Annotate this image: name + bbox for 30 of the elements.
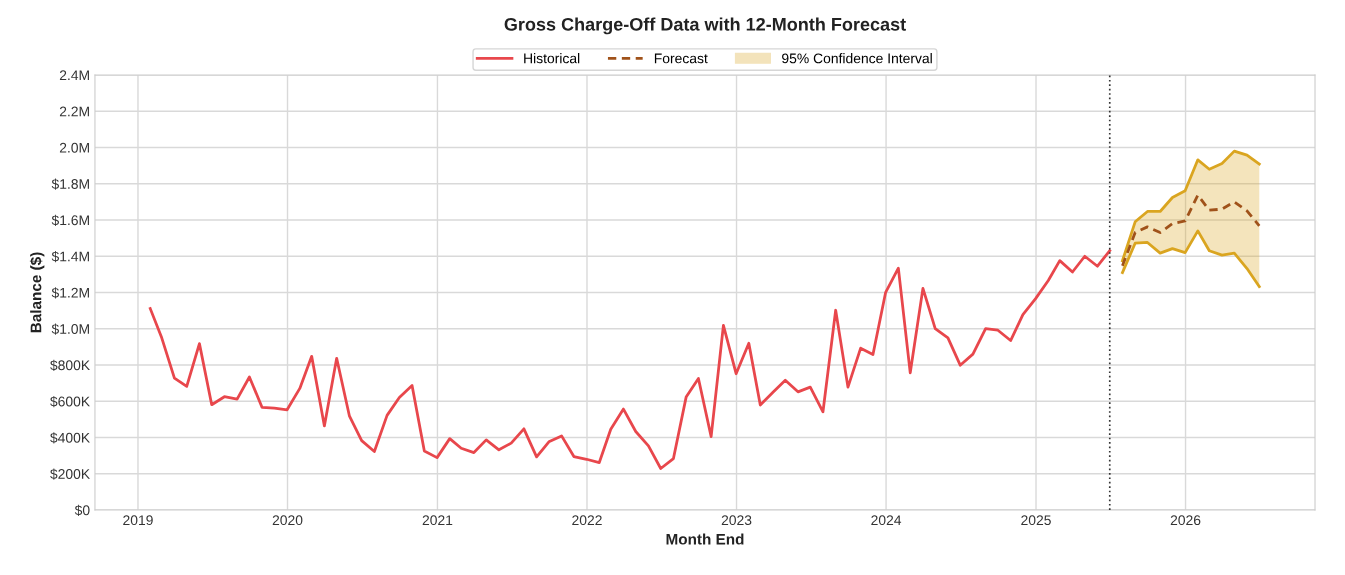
x-tick-label: 2026 [1170,515,1201,526]
y-tick-label: $600K [50,396,90,408]
x-tick-label: 2019 [123,515,153,526]
x-tick-label: 2024 [871,515,902,526]
y-tick-label: 2.4M [59,70,89,81]
x-axis-title: Month End [666,533,744,545]
line-series [1121,193,1261,268]
y-tick-label: 2.2M [59,106,89,117]
chart-title: Gross Charge-Off Data with 12-Month Forecast [504,17,906,35]
x-tick-label: 2023 [721,515,752,526]
legend-label: Forecast [654,53,708,64]
x-tick-label: 2022 [572,515,602,526]
y-tick-label: $200K [50,468,90,480]
y-tick-label: $1.0M [51,323,89,335]
y-tick-label: $1.2M [51,287,89,299]
y-tick-label: 2.0M [59,142,89,153]
y-tick-label: $1.8M [51,178,89,190]
x-tick-label: 2021 [422,515,453,526]
y-tick-label: $0 [74,504,90,517]
y-tick-label: $800K [50,359,90,372]
line-series [148,249,1112,470]
y-tick-label: $1.6M [51,214,89,226]
legend-label: 95% Confidence Interval [782,53,932,64]
x-tick-label: 2020 [272,515,303,526]
y-tick-label: $1.4M [51,251,89,263]
x-tick-label: 2025 [1021,515,1051,526]
y-tick-label: $400K [50,432,90,444]
y-axis-title: Balance ($) [29,252,45,333]
legend-label: Historical [524,53,580,64]
line-series [1121,229,1261,288]
